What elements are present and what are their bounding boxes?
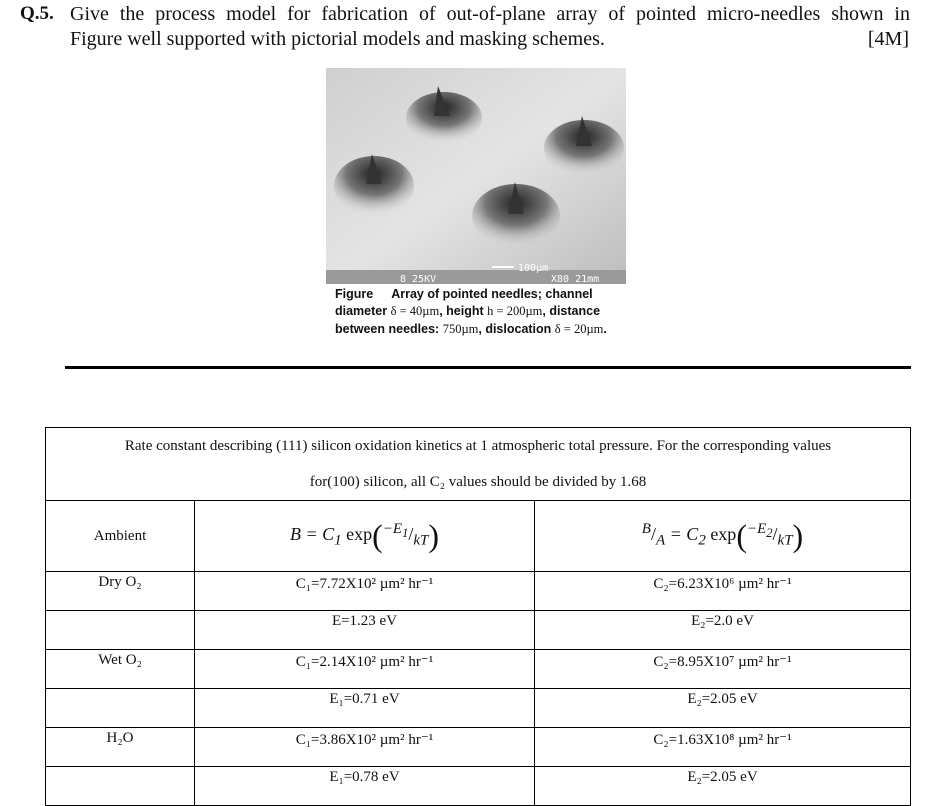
table-title: Rate constant describing (111) silicon o… xyxy=(45,427,911,501)
oxidation-rate-table: Rate constant describing (111) silicon o… xyxy=(45,427,911,806)
table-row: E=1.23 eV E₂=2.0 eV xyxy=(45,610,911,650)
figure-caption-line2: diameter δ = 40µm, height h = 200µm, dis… xyxy=(335,304,601,318)
table-row: Dry O₂ C₁=7.72X10² µm² hr⁻¹ C₂=6.23X10⁶ µm… xyxy=(45,571,911,611)
ambient-header: Ambient xyxy=(45,500,195,572)
section-divider xyxy=(65,366,911,369)
sem-scale: 100µm xyxy=(518,263,548,274)
formula-b: B = C1 exp(−E1/kT) xyxy=(194,500,535,572)
needle xyxy=(472,182,560,248)
question-text-line1: Give the process model for fabrication o… xyxy=(70,3,910,25)
formula-b-over-a: B/A = C2 exp(−E2/kT) xyxy=(534,500,911,572)
needle xyxy=(334,154,414,216)
sem-micrograph: 100µm 8 25KV X80 21mm xyxy=(326,68,626,284)
table-row: E₁=0.78 eV E₂=2.05 eV xyxy=(45,766,911,806)
caption-text: Array of pointed needles; channel xyxy=(391,287,593,301)
question-number: Q.5. xyxy=(20,3,54,24)
table-row: H₂O C₁=3.86X10² µm² hr⁻¹ C₂=1.63X10⁸ µm² h… xyxy=(45,727,911,767)
needle xyxy=(406,86,482,144)
figure-caption-line3: between needles: 750µm, dislocation δ = … xyxy=(335,322,607,336)
sem-info-right: X80 21mm xyxy=(551,274,599,284)
caption-label: Figure xyxy=(335,287,374,301)
question-marks: [4M] xyxy=(867,28,909,50)
sem-info-left: 8 25KV xyxy=(400,274,436,284)
table-row: Wet O₂ C₁=2.14X10² µm² hr⁻¹ C₂=8.95X10⁷ µm… xyxy=(45,649,911,689)
question-text-line2: Figure well supported with pictorial mod… xyxy=(70,28,605,50)
needle xyxy=(544,116,624,176)
table-row: E₁=0.71 eV E₂=2.05 eV xyxy=(45,688,911,728)
figure-caption-line1: Figure Array of pointed needles; channel xyxy=(335,287,593,301)
